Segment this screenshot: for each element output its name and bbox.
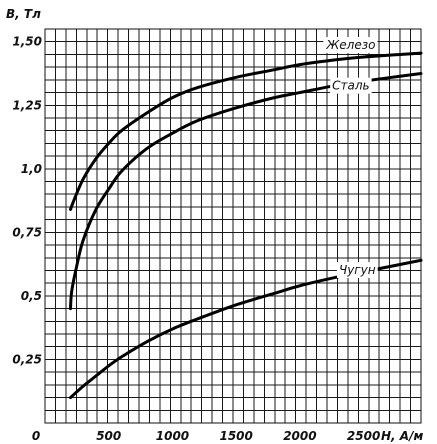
x-origin-label: 0 xyxy=(32,429,40,443)
plot-frame xyxy=(44,28,422,424)
series-labels: Железо Сталь Чугун xyxy=(323,37,378,278)
y-tick-label: 0,5 xyxy=(21,289,42,303)
x-axis-title: H, A/м xyxy=(381,429,423,443)
series-steel-label: Сталь xyxy=(332,79,369,93)
x-tick-label: 1500 xyxy=(219,429,252,443)
x-tick-label: 500 xyxy=(96,429,121,443)
series-iron-label-group: Железо xyxy=(323,37,378,54)
y-tick-label: 1,25 xyxy=(12,98,42,112)
y-tick-label: 1,0 xyxy=(21,162,42,176)
series-iron-label-background xyxy=(323,37,378,54)
y-tick-label: 1,50 xyxy=(12,35,42,49)
series-cast-iron-label-background xyxy=(336,261,378,278)
y-tick-label: 0,75 xyxy=(12,225,42,239)
x-tick-label: 2500 xyxy=(347,429,380,443)
x-tick-label: 2000 xyxy=(283,429,316,443)
y-tick-label: 0,25 xyxy=(12,352,42,366)
x-tick-label: 1000 xyxy=(156,429,189,443)
series-iron-label: Железо xyxy=(325,38,375,52)
series-cast-iron-label: Чугун xyxy=(339,263,376,277)
series-cast-iron-label-group: Чугун xyxy=(336,261,378,278)
series-iron-curve xyxy=(68,51,423,211)
series-steel-label-background xyxy=(330,77,372,94)
tick-labels: 500 1000 1500 2000 2500 0 0,25 0,5 0,75 1,0 1,25 1,… xyxy=(12,35,380,443)
series-steel-label-group: Сталь xyxy=(330,77,372,94)
y-axis-title: B, Тл xyxy=(6,7,41,21)
